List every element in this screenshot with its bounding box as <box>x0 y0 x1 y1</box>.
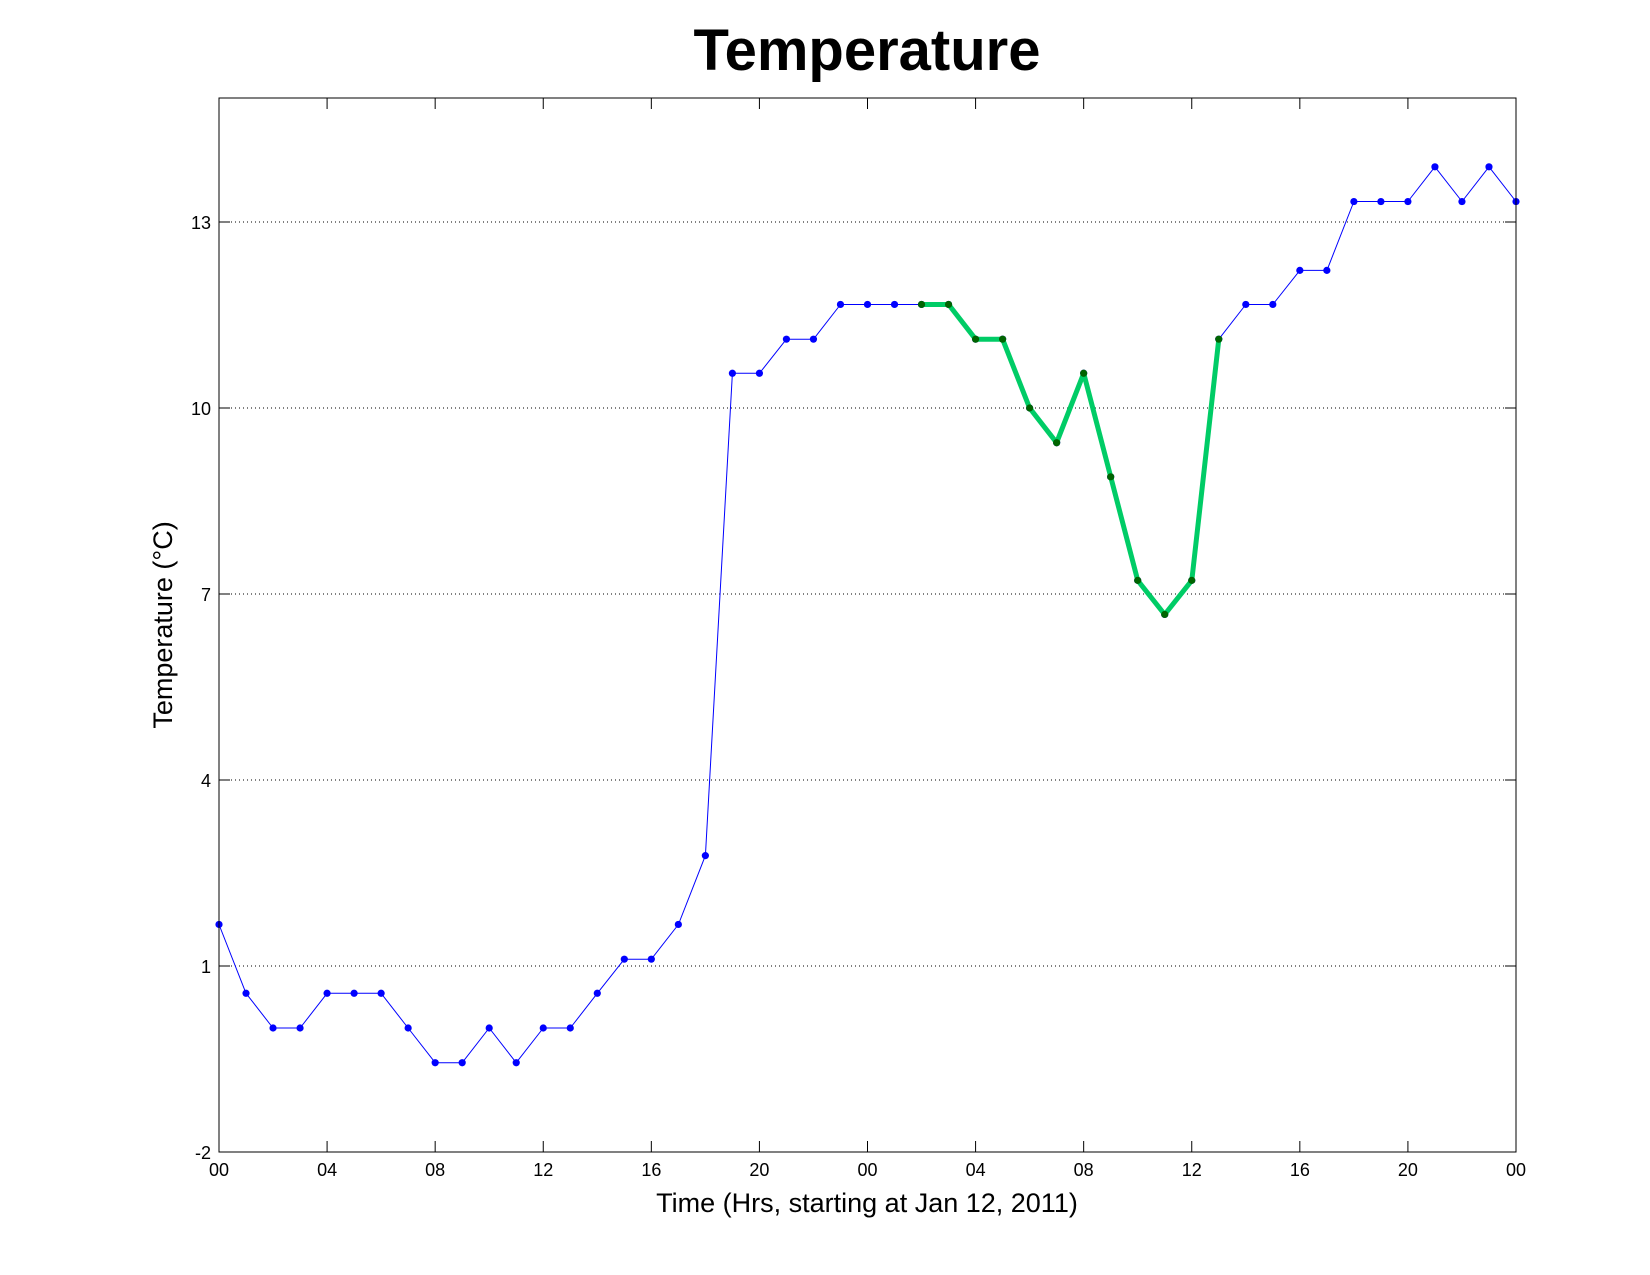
series-point-1 <box>917 300 926 309</box>
series-point-0 <box>782 335 791 343</box>
series-point-0 <box>674 920 682 929</box>
series-point-0 <box>836 300 845 309</box>
series-point-0 <box>269 1024 277 1032</box>
series-point-0 <box>323 989 331 997</box>
series-point-0 <box>1350 197 1358 206</box>
series-point-1 <box>1053 439 1061 447</box>
x-tick-label: 04 <box>966 1160 986 1180</box>
x-tick-label: 16 <box>1290 1160 1310 1180</box>
x-tick-label: 04 <box>317 1160 337 1180</box>
series-point-1 <box>1080 369 1088 377</box>
x-tick-label: 12 <box>533 1160 553 1180</box>
series-point-0 <box>1269 300 1277 309</box>
series-point-1 <box>1215 335 1223 343</box>
x-tick-label: 08 <box>425 1160 445 1180</box>
series-point-0 <box>890 300 899 309</box>
series-point-1 <box>944 300 953 309</box>
x-tick-label: 16 <box>641 1160 661 1180</box>
grid-lines <box>219 221 1516 967</box>
series-point-1 <box>1107 473 1115 481</box>
series-point-0 <box>620 955 628 963</box>
series-point-0 <box>755 369 764 377</box>
x-tick-label: 00 <box>1506 1160 1526 1180</box>
y-tick-labels: -2 1 4 7 10 13 <box>191 213 211 1163</box>
x-tick-label: 00 <box>857 1160 877 1180</box>
x-tick-label: 12 <box>1182 1160 1202 1180</box>
y-tick-label: 4 <box>201 771 211 791</box>
series-point-0 <box>242 989 250 997</box>
series-point-0 <box>350 989 358 997</box>
series-point-1 <box>1188 576 1196 584</box>
series-point-0 <box>728 369 736 377</box>
series-point-0 <box>1485 163 1493 171</box>
series-point-0 <box>809 335 818 343</box>
series-point-0 <box>539 1024 547 1032</box>
series-point-0 <box>296 1024 304 1032</box>
series-point-0 <box>404 1024 412 1032</box>
y-tick-label: -2 <box>195 1143 211 1163</box>
series-point-0 <box>1404 197 1412 206</box>
y-tick-label: 7 <box>201 585 211 605</box>
series-point-0 <box>1323 266 1331 274</box>
data-series <box>215 163 1520 1067</box>
y-tick-label: 13 <box>191 213 211 233</box>
series-point-1 <box>1134 576 1142 584</box>
series-point-0 <box>863 300 872 309</box>
series-point-0 <box>593 989 601 997</box>
series-point-1 <box>1161 610 1169 619</box>
series-point-0 <box>1242 300 1250 309</box>
x-tick-label: 20 <box>749 1160 769 1180</box>
x-tick-labels: 00 04 08 12 16 20 00 04 08 12 16 20 00 <box>209 1160 1526 1180</box>
series-point-0 <box>1296 266 1304 274</box>
y-tick-label: 1 <box>201 957 211 977</box>
plot-frame <box>218 97 1517 1153</box>
x-axis-label: Time (Hrs, starting at Jan 12, 2011) <box>656 1188 1078 1218</box>
series-point-0 <box>647 955 655 963</box>
series-point-1 <box>971 335 980 343</box>
series-point-0 <box>566 1024 574 1032</box>
series-point-1 <box>1026 404 1034 412</box>
x-tick-label: 00 <box>209 1160 229 1180</box>
series-point-0 <box>1377 197 1385 206</box>
series-point-0 <box>512 1059 520 1067</box>
x-tick-label: 08 <box>1074 1160 1094 1180</box>
series-point-0 <box>1458 197 1466 206</box>
series-line-1 <box>921 302 1222 617</box>
chart-title: Temperature <box>693 18 1040 83</box>
series-point-0 <box>485 1024 493 1032</box>
y-axis-label: Temperature (°C) <box>148 521 178 728</box>
series-point-0 <box>431 1059 439 1067</box>
series-point-0 <box>701 852 709 860</box>
y-tick-label: 10 <box>191 399 211 419</box>
series-point-0 <box>458 1059 466 1067</box>
x-tick-label: 20 <box>1398 1160 1418 1180</box>
series-point-0 <box>1431 163 1439 171</box>
series-point-0 <box>377 989 385 997</box>
series-point-1 <box>999 335 1007 343</box>
